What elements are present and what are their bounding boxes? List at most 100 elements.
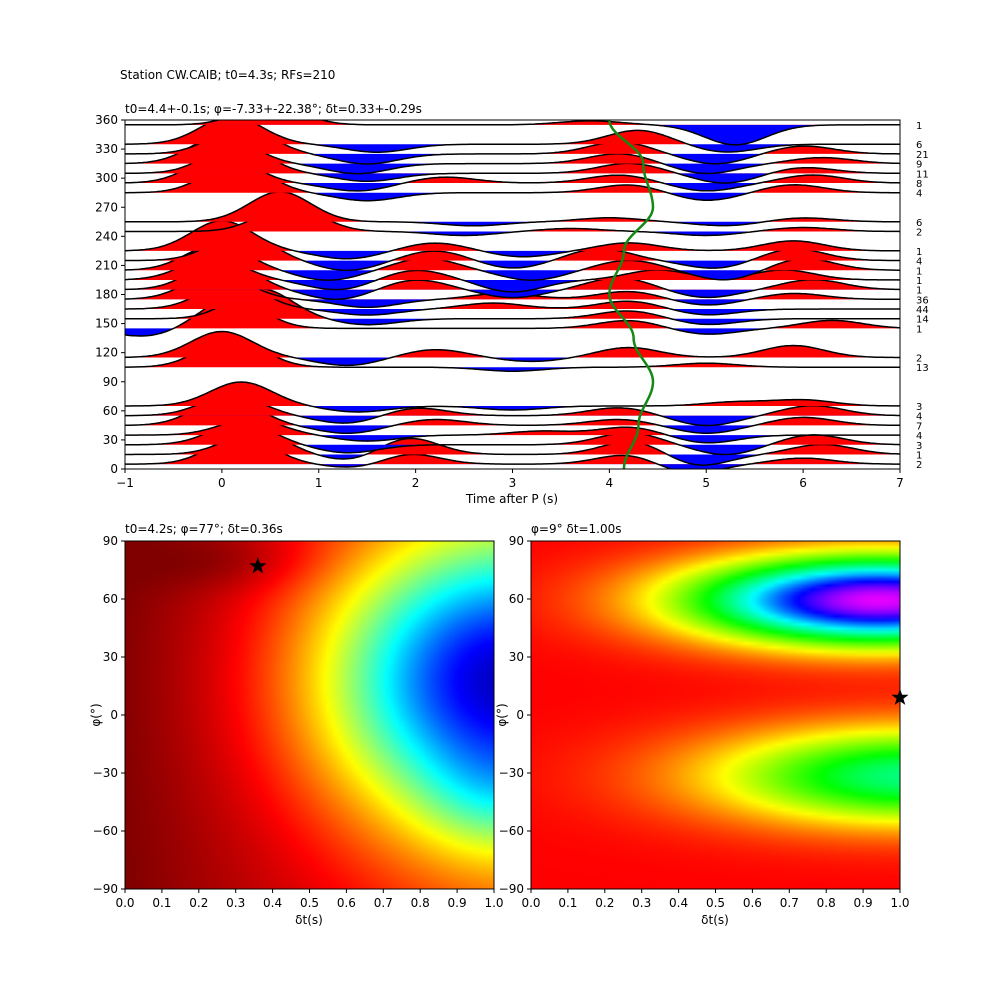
y-tick-label: 30 — [103, 433, 118, 447]
x-tick-label: 0.7 — [374, 896, 393, 910]
left-heatmap-image — [125, 541, 494, 889]
x-tick-label: 2 — [412, 476, 420, 490]
trace-negative-fill — [125, 454, 900, 466]
y-tick-label: −60 — [93, 824, 118, 838]
trace-line — [125, 257, 900, 293]
trace-positive-fill — [125, 120, 900, 145]
y-tick-label: 330 — [95, 142, 118, 156]
y-tick-label: 90 — [103, 534, 118, 548]
y-tick-label: 90 — [509, 534, 524, 548]
trace-negative-fill — [125, 435, 900, 443]
x-tick-label: 0.4 — [669, 896, 688, 910]
x-tick-label: 0.1 — [152, 896, 171, 910]
best-fit-star-marker — [249, 557, 267, 574]
trace-positive-fill — [125, 191, 900, 222]
y-tick-label: −90 — [93, 882, 118, 896]
energy-map-left: t0=4.2s; φ=77°; δt=0.36s 0.0 0.1 0.2 0.3 0.4… — [89, 522, 504, 927]
trace-positive-fill — [125, 145, 900, 174]
x-tick-label: 0.8 — [817, 896, 836, 910]
x-tick-label: 0.6 — [337, 896, 356, 910]
trace-positive-fill — [125, 397, 900, 426]
y-tick-label: 90 — [103, 375, 118, 389]
trace-positive-fill — [125, 331, 900, 358]
trace-positive-fill — [125, 298, 900, 329]
trace-count-label: 14 — [916, 315, 929, 326]
y-tick-label: 210 — [95, 258, 118, 272]
trace-negative-fill — [125, 250, 900, 259]
trace-negative-fill — [125, 279, 900, 292]
trace-count-label: 1 — [916, 276, 922, 287]
y-tick-label: −30 — [93, 766, 118, 780]
trace-positive-fill — [125, 259, 900, 290]
trace-negative-fill — [125, 144, 900, 153]
x-tick-label: 1.0 — [890, 896, 909, 910]
trace-positive-fill — [125, 422, 900, 445]
y-tick-label: 300 — [95, 171, 118, 185]
x-tick-label: 0.9 — [448, 896, 467, 910]
trace-positive-fill — [125, 220, 900, 251]
trace-negative-fill — [125, 415, 900, 426]
trace-positive-fill — [125, 436, 900, 465]
x-tick-label: 0.3 — [226, 896, 245, 910]
trace-count-label: 11 — [916, 169, 929, 180]
trace-count-label: 2 — [916, 460, 922, 471]
x-tick-label: 7 — [896, 476, 904, 490]
trace-count-label: 6 — [916, 218, 922, 229]
left-map-title: t0=4.2s; φ=77°; δt=0.36s — [125, 522, 283, 536]
left-best-marker — [249, 557, 267, 574]
left-x-label: δt(s) — [295, 913, 323, 927]
left-y-label: φ(°) — [89, 703, 103, 726]
y-tick-label: 0 — [516, 708, 524, 722]
trace-line — [125, 381, 900, 413]
trace-count-label: 2 — [916, 227, 922, 238]
trace-positive-fill — [125, 205, 900, 232]
pick-curve-line — [608, 119, 655, 470]
trace-negative-fill — [125, 183, 900, 191]
trace-count-label: 3 — [916, 441, 922, 452]
trace-negative-fill — [125, 309, 900, 315]
x-tick-label: 0.1 — [558, 896, 577, 910]
trace-positive-fill — [125, 234, 900, 261]
x-tick-label: 1.0 — [484, 896, 503, 910]
x-tick-label: 0.0 — [115, 896, 134, 910]
top-y-axis: 0 30 60 90 120 150 180 210 240 270 300 330 360 — [95, 113, 125, 476]
trace-count-label: 1 — [916, 450, 922, 461]
trace-positive-fill — [125, 244, 900, 271]
y-tick-label: 60 — [103, 592, 118, 606]
trace-count-label: 4 — [916, 257, 922, 268]
trace-negative-fill — [125, 425, 900, 434]
y-tick-label: 30 — [103, 650, 118, 664]
trace-negative-fill — [125, 318, 900, 325]
trace-negative-fill — [125, 153, 900, 164]
trace-negative-fill — [125, 367, 900, 372]
y-tick-label: 270 — [95, 200, 118, 214]
trace-count-label: 4 — [916, 431, 922, 442]
trace-count-label: 1 — [916, 266, 922, 277]
x-tick-label: 6 — [799, 476, 807, 490]
y-tick-label: 60 — [509, 592, 524, 606]
right-map-title: φ=9° δt=1.00s — [531, 522, 622, 536]
trace-group — [125, 120, 900, 469]
trace-count-label: 3 — [916, 402, 922, 413]
x-tick-label: 1 — [315, 476, 323, 490]
y-tick-label: 0 — [110, 462, 118, 476]
x-tick-label: 5 — [702, 476, 710, 490]
top-x-label: Time after P (s) — [465, 492, 558, 506]
right-heatmap-image — [531, 541, 900, 889]
right-y-axis: −90 −60 −30 0 30 60 90 — [499, 534, 531, 896]
trace-count-label: 1 — [916, 286, 922, 297]
left-y-axis: −90 −60 −30 0 30 60 90 — [93, 534, 125, 896]
trace-negative-fill — [125, 163, 900, 174]
x-tick-label: 0.4 — [263, 896, 282, 910]
trace-count-label: 8 — [916, 179, 922, 190]
trace-positive-fill — [125, 395, 900, 416]
y-tick-label: 120 — [95, 346, 118, 360]
y-tick-label: −30 — [499, 766, 524, 780]
trace-line — [125, 120, 900, 146]
y-tick-label: 30 — [509, 650, 524, 664]
trace-positive-fill — [125, 155, 900, 184]
right-x-label: δt(s) — [701, 913, 729, 927]
y-tick-label: 60 — [103, 404, 118, 418]
